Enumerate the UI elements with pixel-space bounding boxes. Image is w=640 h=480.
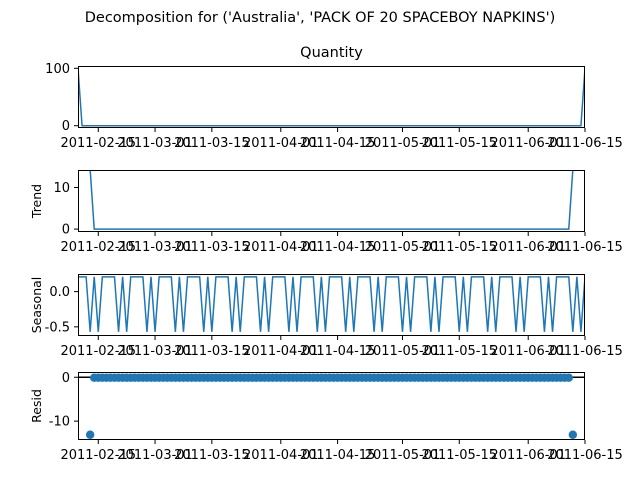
x-tick-label: 2011-02-15 [60, 344, 136, 359]
x-tick-label: 2011-06-01 [490, 136, 566, 151]
x-tick-label: 2011-06-01 [490, 344, 566, 359]
x-tick-label: 2011-06-15 [547, 136, 623, 151]
x-tick-label: 2011-05-15 [421, 344, 497, 359]
x-tick-label: 2011-02-15 [60, 136, 136, 151]
x-tick-label: 2011-04-01 [243, 448, 319, 463]
plot-area [78, 373, 585, 382]
x-tick-label: 2011-03-01 [117, 344, 193, 359]
y-tick-label: 10 [53, 181, 70, 196]
x-tick-label: 2011-05-01 [365, 136, 441, 151]
x-tick-label: 2011-03-01 [117, 136, 193, 151]
series-line [89, 170, 574, 230]
x-tick-label: 2011-05-01 [365, 448, 441, 463]
x-tick-label: 2011-02-15 [60, 448, 136, 463]
figure-suptitle: Decomposition for ('Australia', 'PACK OF… [85, 10, 556, 26]
x-tick-label: 2011-04-15 [300, 136, 376, 151]
x-tick-label: 2011-05-15 [421, 240, 497, 255]
resid-outlier-point [85, 430, 95, 439]
seasonal-line [78, 276, 585, 332]
x-tick-label: 2011-03-01 [117, 240, 193, 255]
x-tick-label: 2011-05-15 [421, 448, 497, 463]
panel-title: Quantity [300, 45, 363, 61]
y-tick-label: 100 [45, 62, 70, 77]
x-tick-label: 2011-06-01 [490, 448, 566, 463]
y-tick-label: -0.5 [45, 320, 70, 335]
x-tick-label: 2011-04-01 [243, 136, 319, 151]
x-tick-label: 2011-04-15 [300, 344, 376, 359]
x-tick-label: 2011-03-15 [174, 240, 250, 255]
plot-area [78, 68, 585, 127]
x-tick-label: 2011-03-01 [117, 448, 193, 463]
x-tick-label: 2011-02-15 [60, 240, 136, 255]
y-tick-label: 0 [62, 371, 70, 386]
axes-frame [78, 372, 585, 440]
resid-point [564, 373, 573, 382]
resid-outlier-point [568, 430, 578, 439]
x-tick-label: 2011-06-15 [547, 240, 623, 255]
x-tick-label: 2011-03-15 [174, 136, 250, 151]
x-tick-label: 2011-04-01 [243, 240, 319, 255]
x-tick-label: 2011-03-15 [174, 344, 250, 359]
x-tick-label: 2011-06-15 [547, 344, 623, 359]
axes-frame [78, 170, 585, 232]
plot-area [89, 170, 574, 230]
panel-2: 0102011-02-152011-03-012011-03-152011-04… [29, 170, 623, 255]
x-tick-label: 2011-05-01 [365, 240, 441, 255]
y-axis-label: Resid [29, 389, 44, 423]
panel-3: -0.50.02011-02-152011-03-012011-03-15201… [29, 274, 623, 359]
y-tick-label: -10 [49, 415, 70, 430]
axes-frame [78, 274, 585, 336]
y-axis-label: Seasonal [29, 277, 44, 334]
x-tick-label: 2011-05-01 [365, 344, 441, 359]
x-tick-label: 2011-06-01 [490, 240, 566, 255]
y-axis-label: Trend [29, 184, 44, 219]
axes-frame [78, 66, 585, 128]
panel-1: 01002011-02-152011-03-012011-03-152011-0… [45, 45, 623, 151]
x-tick-label: 2011-04-01 [243, 344, 319, 359]
x-tick-label: 2011-06-15 [547, 448, 623, 463]
plot-area [78, 276, 585, 332]
y-tick-label: 0 [62, 119, 70, 134]
x-tick-label: 2011-05-15 [421, 136, 497, 151]
x-tick-label: 2011-03-15 [174, 448, 250, 463]
series-line [78, 68, 585, 127]
panel-4: -1002011-02-152011-03-012011-03-152011-0… [29, 371, 623, 463]
x-tick-label: 2011-04-15 [300, 240, 376, 255]
y-tick-label: 0 [62, 223, 70, 238]
x-tick-label: 2011-04-15 [300, 448, 376, 463]
y-tick-label: 0.0 [49, 285, 70, 300]
